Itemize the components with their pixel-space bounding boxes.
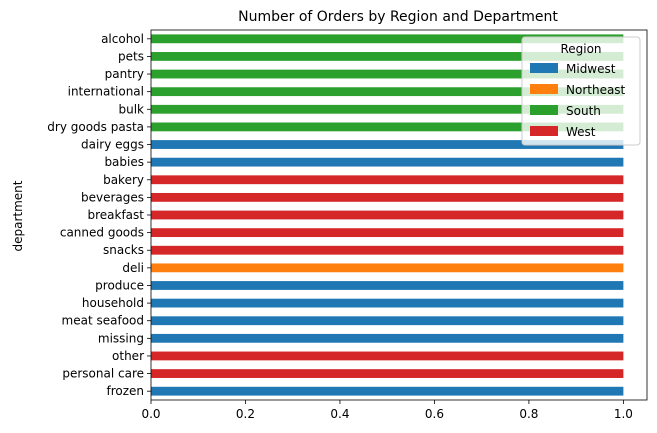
y-tick-label: meat seafood: [62, 314, 144, 328]
y-axis-label: department: [11, 180, 25, 251]
bar-dry-goods-pasta-south: [151, 122, 624, 132]
y-tick-label: beverages: [81, 190, 144, 204]
bar-household-midwest: [151, 298, 624, 308]
bar-alcohol-south: [151, 34, 624, 44]
y-tick-label: pets: [118, 49, 144, 63]
x-tick-label: 0.6: [425, 407, 444, 421]
legend-label-northeast: Northeast: [566, 83, 626, 97]
legend-label-midwest: Midwest: [566, 62, 616, 76]
y-tick-label: canned goods: [60, 226, 144, 240]
bar-meat-seafood-midwest: [151, 316, 624, 326]
legend: Region Midwest Northeast South West: [521, 36, 641, 146]
bars-layer: [151, 34, 624, 396]
x-tick-label: 0.8: [519, 407, 538, 421]
bar-dairy-eggs-midwest: [151, 140, 624, 149]
y-axis: alcohol pets pantry international bulk dry go…: [47, 32, 151, 398]
legend-swatch-south: [530, 105, 558, 115]
bar-personal-care-west: [151, 369, 624, 378]
legend-swatch-west: [530, 126, 558, 136]
y-tick-label: dairy eggs: [81, 138, 144, 152]
bar-bakery-west: [151, 175, 624, 185]
bar-missing-midwest: [151, 333, 624, 343]
y-tick-label: dry goods pasta: [47, 120, 144, 134]
legend-swatch-midwest: [530, 63, 558, 73]
legend-swatch-northeast: [530, 84, 558, 94]
chart-title: Number of Orders by Region and Departmen…: [238, 9, 558, 25]
bar-bulk-south: [151, 104, 624, 114]
bar-international-south: [151, 87, 624, 97]
y-tick-label: frozen: [106, 384, 144, 398]
bar-breakfast-west: [151, 210, 624, 220]
y-tick-label: bakery: [103, 173, 144, 187]
y-tick-label: personal care: [62, 367, 144, 381]
y-tick-label: breakfast: [87, 208, 144, 222]
bar-pets-south: [151, 52, 624, 61]
y-tick-label: missing: [98, 331, 144, 345]
x-tick-label: 1.0: [614, 407, 633, 421]
y-tick-label: babies: [104, 155, 144, 169]
y-tick-label: international: [68, 85, 144, 99]
bar-pantry-south: [151, 69, 624, 79]
y-tick-label: produce: [95, 278, 144, 292]
bar-other-west: [151, 351, 624, 361]
x-tick-label: 0.4: [330, 407, 349, 421]
bar-frozen-midwest: [151, 386, 624, 396]
bar-snacks-west: [151, 245, 624, 255]
bar-deli-northeast: [151, 263, 624, 273]
plot-area-frame: [150, 29, 648, 401]
legend-title: Region: [560, 42, 601, 56]
y-tick-label: other: [112, 349, 144, 363]
y-tick-label: household: [82, 296, 144, 310]
y-tick-label: pantry: [105, 67, 144, 81]
x-tick-label: 0.0: [141, 407, 160, 421]
y-tick-label: alcohol: [101, 32, 144, 46]
y-tick-label: deli: [122, 261, 144, 275]
y-tick-label: bulk: [118, 102, 144, 116]
legend-label-west: West: [566, 125, 596, 139]
bar-produce-midwest: [151, 281, 624, 290]
legend-label-south: South: [566, 104, 601, 118]
bar-babies-midwest: [151, 157, 624, 167]
bar-canned-goods-west: [151, 228, 624, 238]
bar-beverages-west: [151, 192, 624, 202]
y-tick-label: snacks: [103, 243, 144, 257]
x-tick-label: 0.2: [236, 407, 255, 421]
x-axis: 0.0 0.2 0.4 0.6 0.8 1.0: [141, 400, 633, 421]
